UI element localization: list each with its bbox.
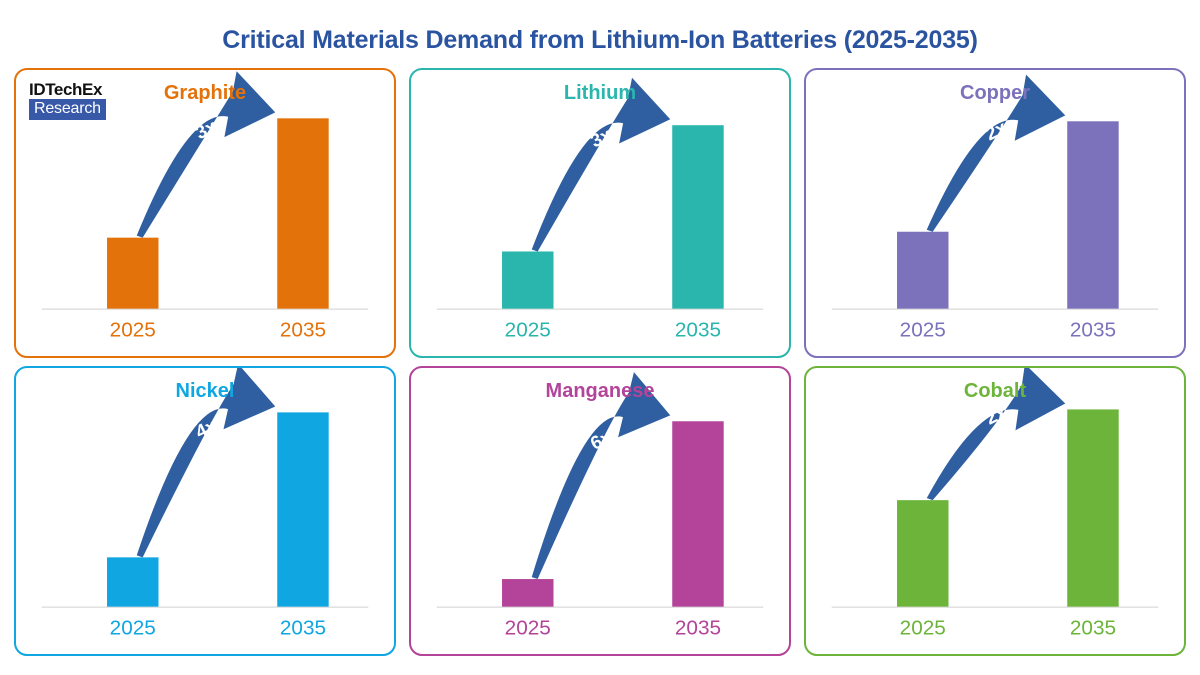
panel-copper: Copper 2x 2025 2035 bbox=[804, 68, 1186, 358]
year-label-2025: 2025 bbox=[110, 318, 156, 341]
year-label-2035: 2035 bbox=[280, 318, 326, 341]
plot-manganese: 6x 2025 2035 bbox=[411, 368, 789, 654]
year-label-2035: 2035 bbox=[675, 318, 721, 341]
growth-arrow bbox=[136, 368, 276, 558]
panel-manganese: Manganese 6x 2025 2035 bbox=[409, 366, 791, 656]
year-label-2025: 2025 bbox=[505, 616, 551, 639]
bar-2035 bbox=[277, 118, 329, 309]
year-label-2035: 2035 bbox=[1070, 318, 1116, 341]
bar-2025 bbox=[897, 231, 949, 309]
plot-nickel: 4x 2025 2035 bbox=[16, 368, 394, 654]
panel-title-lithium: Lithium bbox=[563, 82, 637, 104]
panel-nickel: Nickel 4x 2025 2035 bbox=[14, 366, 396, 656]
plot-graphite: 3x 2025 2035 bbox=[16, 70, 394, 356]
panel-title-copper: Copper bbox=[960, 82, 1030, 104]
idtechex-logo: IDTechEx Research bbox=[29, 80, 133, 120]
year-label-2035: 2035 bbox=[1070, 616, 1116, 639]
bar-2025 bbox=[107, 557, 159, 607]
panel-lithium: Lithium 3x 2025 2035 bbox=[409, 68, 791, 358]
logo-bottom-text: Research bbox=[29, 99, 106, 120]
growth-arrow bbox=[926, 368, 1066, 501]
bar-2035 bbox=[672, 125, 724, 309]
panel-cobalt: Cobalt 2x 2025 2035 bbox=[804, 366, 1186, 656]
panel-graphite: IDTechEx Research Graphite 3x 2025 2035 bbox=[14, 68, 396, 358]
bar-2025 bbox=[502, 579, 554, 607]
bar-2025 bbox=[897, 500, 949, 607]
panel-title-manganese: Manganese bbox=[545, 380, 655, 402]
year-label-2025: 2025 bbox=[900, 318, 946, 341]
panel-title-graphite: Graphite bbox=[163, 82, 247, 104]
growth-arrow bbox=[531, 372, 671, 580]
panel-title-nickel: Nickel bbox=[175, 380, 235, 402]
year-label-2025: 2025 bbox=[505, 318, 551, 341]
plot-cobalt: 2x 2025 2035 bbox=[806, 368, 1184, 654]
year-label-2035: 2035 bbox=[675, 616, 721, 639]
bar-2035 bbox=[672, 421, 724, 607]
year-label-2025: 2025 bbox=[110, 616, 156, 639]
growth-arrow bbox=[136, 71, 276, 238]
plot-copper: 2x 2025 2035 bbox=[806, 70, 1184, 356]
growth-arrow bbox=[531, 77, 671, 252]
year-label-2025: 2025 bbox=[900, 616, 946, 639]
panel-grid: IDTechEx Research Graphite 3x 2025 2035 Li… bbox=[14, 68, 1186, 656]
bar-2035 bbox=[1067, 409, 1119, 607]
year-label-2035: 2035 bbox=[280, 616, 326, 639]
growth-arrow bbox=[926, 74, 1066, 232]
bar-2035 bbox=[277, 412, 329, 607]
bar-2025 bbox=[502, 251, 554, 309]
plot-lithium: 3x 2025 2035 bbox=[411, 70, 789, 356]
bar-2025 bbox=[107, 237, 159, 309]
page-title: Critical Materials Demand from Lithium-I… bbox=[222, 26, 978, 54]
logo-top-text: IDTechEx bbox=[29, 80, 103, 99]
bar-2035 bbox=[1067, 121, 1119, 309]
panel-title-cobalt: Cobalt bbox=[963, 380, 1027, 402]
